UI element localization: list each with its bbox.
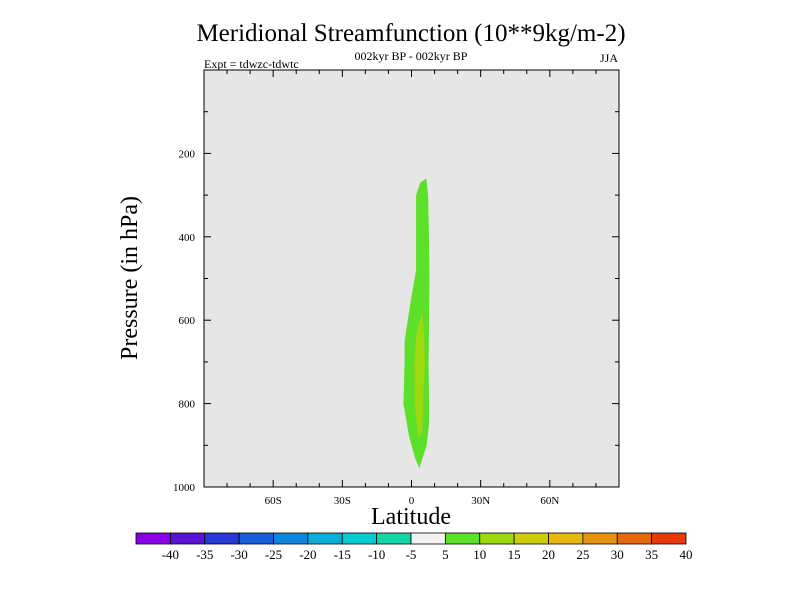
colorbar-swatch xyxy=(341,532,378,545)
colorbar-swatch xyxy=(548,532,584,545)
chart-title: Meridional Streamfunction (10**9kg/m-2) xyxy=(196,20,625,47)
x-axis-title: Latitude xyxy=(371,504,451,530)
colorbar-swatch xyxy=(204,532,240,545)
colorbar xyxy=(135,532,687,545)
colorbar-tick-label: 40 xyxy=(680,547,693,562)
x-tick-label: 30S xyxy=(334,495,351,507)
colorbar-swatch xyxy=(616,532,653,545)
colorbar-tick-label: -35 xyxy=(196,547,213,562)
colorbar-swatch xyxy=(410,532,446,545)
colorbar-tick-label: 35 xyxy=(645,547,658,562)
colorbar-swatch xyxy=(273,532,309,545)
colorbar-tick-label: 5 xyxy=(442,547,449,562)
y-axis-title: Pressure (in hPa) xyxy=(117,196,143,360)
y-tick-label: 1000 xyxy=(173,482,196,494)
colorbar-labels: -40 -35 -30 -25 -20 -15 -10 -5 5 10 15 20 25 30 35 40 xyxy=(162,547,693,562)
colorbar-tick-label: 10 xyxy=(473,547,486,562)
colorbar-swatch xyxy=(135,532,171,545)
colorbar-swatch xyxy=(513,532,549,545)
chart-subtitle-left: Expt = tdwzc-tdwtc xyxy=(204,57,299,71)
colorbar-tick-label: -20 xyxy=(299,547,316,562)
colorbar-tick-label: -40 xyxy=(162,547,179,562)
x-tick-label: 30N xyxy=(471,495,490,507)
y-tick-label: 800 xyxy=(179,399,196,411)
contour-layer xyxy=(403,178,430,469)
colorbar-swatch xyxy=(376,532,412,545)
chart-subtitle-right: JJA xyxy=(600,51,618,65)
colorbar-swatch xyxy=(582,532,618,545)
colorbar-swatch xyxy=(169,532,206,545)
y-tick-label: 400 xyxy=(179,232,196,244)
colorbar-swatch xyxy=(651,532,687,545)
y-tick-label: 600 xyxy=(179,315,196,327)
colorbar-swatch xyxy=(307,532,343,545)
chart-subtitle-center: 002kyr BP - 002kyr BP xyxy=(355,49,468,63)
y-tick-labels: 200 400 600 800 1000 xyxy=(173,148,196,494)
colorbar-swatch xyxy=(238,532,274,545)
colorbar-swatch xyxy=(444,532,481,545)
y-tick-label: 200 xyxy=(179,148,196,160)
colorbar-tick-label: 20 xyxy=(542,547,555,562)
colorbar-tick-label: -15 xyxy=(334,547,351,562)
colorbar-tick-label: -30 xyxy=(230,547,247,562)
contour-region-2 xyxy=(414,311,425,437)
colorbar-tick-label: 25 xyxy=(576,547,589,562)
colorbar-tick-label: -5 xyxy=(406,547,417,562)
colorbar-tick-label: 30 xyxy=(611,547,624,562)
colorbar-tick-label: 15 xyxy=(508,547,521,562)
x-tick-label: 60S xyxy=(265,495,282,507)
x-tick-label: 0 xyxy=(409,495,415,507)
x-tick-labels: 60S 30S 0 30N 60N xyxy=(265,495,560,507)
colorbar-tick-label: -10 xyxy=(368,547,385,562)
colorbar-swatch xyxy=(479,532,515,545)
axis-ticks xyxy=(203,69,620,488)
plot-frame xyxy=(203,69,620,488)
x-tick-label: 60N xyxy=(540,495,559,507)
colorbar-tick-label: -25 xyxy=(265,547,282,562)
